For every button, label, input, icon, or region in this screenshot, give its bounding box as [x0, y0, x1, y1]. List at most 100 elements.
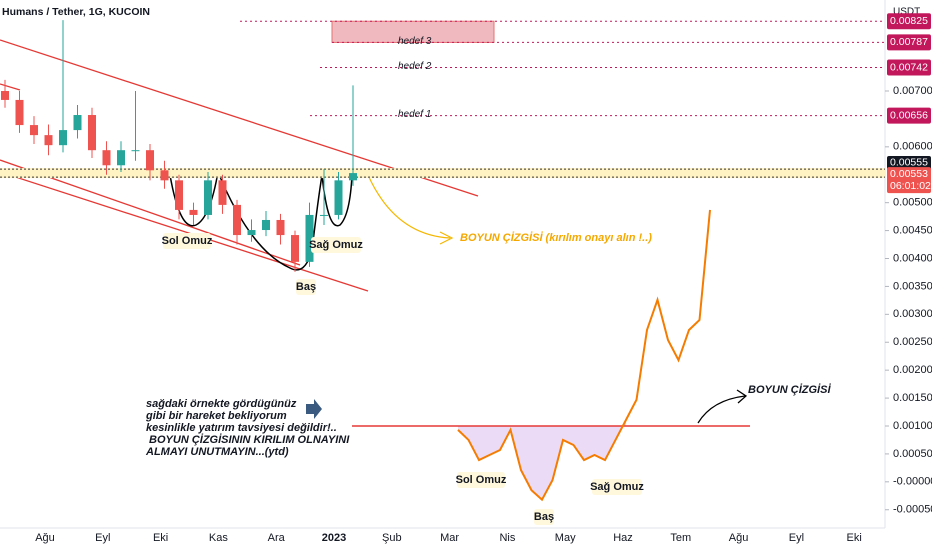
candle-body	[102, 150, 111, 166]
candle-body	[160, 170, 169, 181]
y-tick-label: 0.00700	[893, 85, 932, 97]
candle-body	[189, 209, 198, 215]
label-bg	[163, 233, 211, 249]
arrow-head	[439, 231, 454, 245]
price-tag	[887, 155, 931, 170]
arrow-icon	[306, 399, 322, 419]
pattern-fill	[458, 419, 626, 500]
annotation: Sağ Omuz	[590, 481, 644, 493]
label-bg	[311, 237, 361, 253]
price-tag-label: 0.00656	[890, 109, 928, 121]
price-tag-label: 0.00787	[890, 36, 928, 48]
label-bg	[457, 472, 505, 488]
note-line: kesinlikle yatırım tavsiyesi değildir!..	[146, 422, 337, 434]
target-label: hedef 3	[398, 36, 432, 47]
x-tick-label: Ağu	[35, 532, 55, 544]
candle-body	[117, 150, 125, 166]
chart-title: Humans / Tether, 1G, KUCOIN	[2, 6, 150, 18]
candle-body	[291, 235, 299, 262]
x-tick-label: 2023	[322, 532, 346, 544]
x-tick-label: Eki	[153, 532, 168, 544]
x-tick-label: Şub	[382, 532, 402, 544]
y-tick-label: 0.00500	[893, 197, 932, 209]
annotation: Sağ Omuz	[309, 239, 363, 251]
arrow-head	[736, 389, 748, 404]
y-tick-label: 0.00050	[893, 448, 932, 460]
y-tick-label: 0.00150	[893, 392, 932, 404]
candle-body	[320, 214, 328, 216]
note-line: gibi bir hareket bekliyorum	[145, 410, 287, 422]
x-tick-label: May	[555, 532, 576, 544]
candle-body	[146, 150, 154, 171]
currency: USDT	[893, 7, 920, 18]
price-tag-label: 0.00553	[890, 168, 928, 180]
annotation: Baş	[296, 281, 316, 293]
candle-body	[218, 180, 227, 205]
annotation: BOYUN ÇİZGİSİ (kırılım onayı alın !..)	[460, 231, 652, 244]
x-tick-label: Eyl	[95, 532, 110, 544]
price-tag-label: 0.00825	[890, 15, 928, 27]
arrow	[697, 395, 746, 424]
x-tick-label: Haz	[613, 532, 633, 544]
arrow	[367, 174, 451, 239]
x-tick-label: Ağu	[729, 532, 749, 544]
price-tag	[887, 167, 931, 194]
candle-body	[59, 130, 67, 146]
candle-body	[1, 91, 9, 100]
candle-body	[247, 230, 256, 236]
y-tick-label: 0.00450	[893, 224, 932, 236]
x-tick-label: Kas	[209, 532, 228, 544]
candle-body	[334, 180, 343, 215]
note-line: ALMAYI UNUTMAYIN...(ytd)	[145, 446, 289, 458]
annotations: Sol Omuz Baş Sağ Omuz BOYUN ÇİZGİSİ (kır…	[145, 231, 831, 525]
price-tag	[887, 13, 931, 30]
x-tick-label: Eyl	[789, 532, 804, 544]
y-tick-label: -0.00050	[893, 504, 932, 516]
y-tick-label: 0.00600	[893, 141, 932, 153]
y-tick-label: 0.00400	[893, 252, 932, 264]
candle-body	[175, 180, 183, 210]
x-tick-label: Ara	[268, 532, 286, 544]
note-line: sağdaki örnekte gördügünüz	[146, 398, 297, 410]
candle-body	[15, 99, 24, 126]
annotation: Sol Omuz	[456, 474, 507, 486]
candle-body	[131, 150, 140, 152]
annotation: BOYUN ÇİZGİSİ	[748, 383, 831, 396]
label-bg	[592, 479, 642, 495]
candle-body	[30, 125, 38, 136]
price-tag	[887, 107, 931, 124]
candle-body	[73, 115, 82, 131]
y-tick-label: 0.00300	[893, 308, 932, 320]
annotation: Baş	[534, 511, 554, 523]
example-line	[457, 209, 711, 502]
y-tick-label: 0.00200	[893, 364, 932, 376]
candle-body	[349, 173, 357, 181]
price-tag	[887, 59, 931, 76]
y-tick-label: 0.00100	[893, 420, 932, 432]
y-tick-label: 0.00250	[893, 336, 932, 348]
target-label: hedef 2	[398, 61, 432, 72]
candle-body	[233, 204, 241, 236]
neckline-band	[0, 168, 885, 179]
label-bg	[534, 509, 554, 525]
candle-body	[305, 214, 314, 262]
candle-body	[88, 115, 96, 151]
target-label: hedef 1	[398, 109, 431, 120]
price-tag-label: 0.00742	[890, 61, 928, 73]
candle-body	[204, 180, 212, 215]
label-bg	[296, 279, 316, 295]
candle-body	[262, 219, 270, 231]
note-line: BOYUN ÇİZGİSININ KIRILIM OLNAYINI	[146, 433, 350, 446]
candle-body	[276, 219, 285, 236]
y-tick-label: 0.00350	[893, 280, 932, 292]
price-tag	[887, 34, 931, 51]
annotation: Sol Omuz	[162, 235, 213, 247]
x-tick-label: Mar	[440, 532, 459, 544]
price-tag-label: 0.00555	[890, 157, 928, 169]
x-tick-label: Eki	[847, 532, 862, 544]
countdown: 06:01:02	[890, 180, 931, 192]
x-tick-label: Nis	[499, 532, 515, 544]
